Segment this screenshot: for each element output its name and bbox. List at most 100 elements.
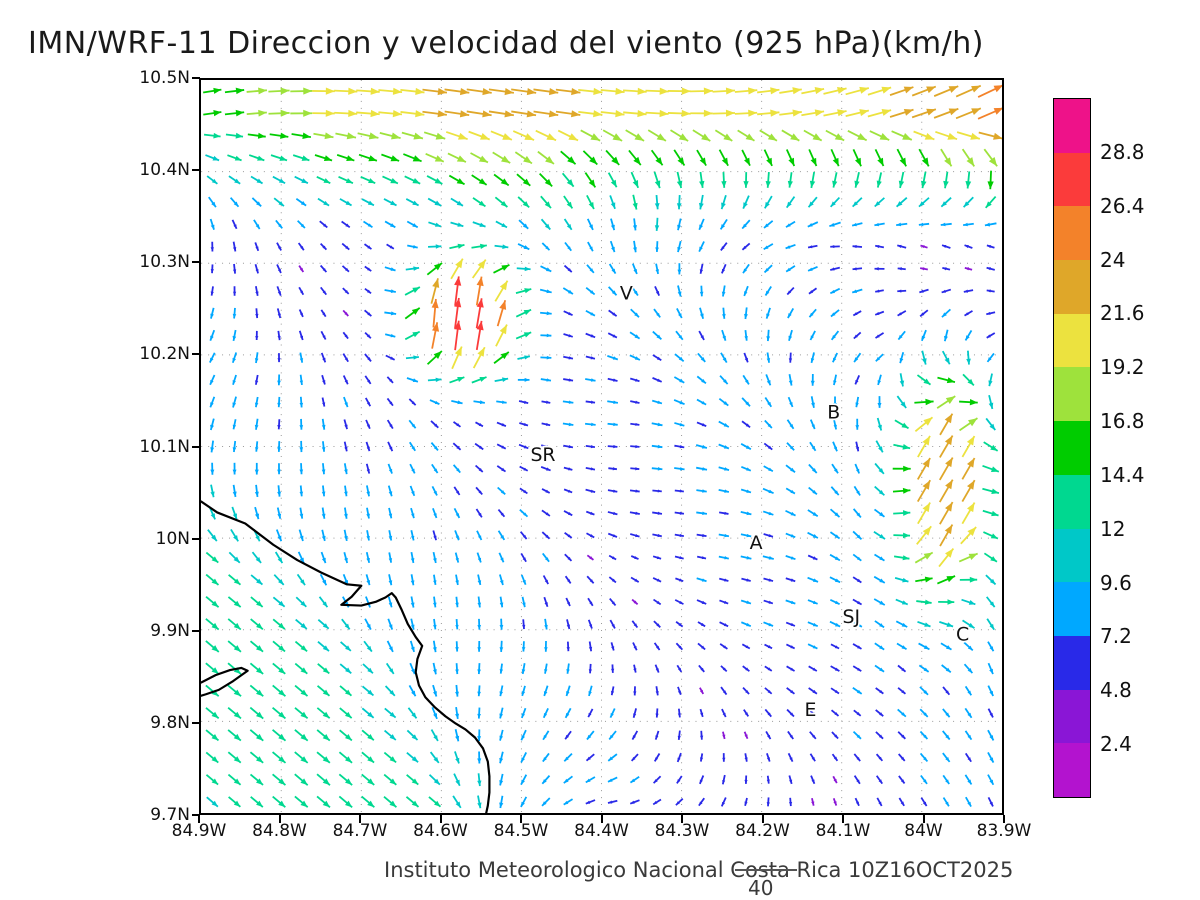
wind-arrow bbox=[719, 599, 729, 605]
wind-arrow bbox=[407, 244, 418, 249]
wind-arrow bbox=[743, 731, 749, 740]
wind-arrow bbox=[540, 265, 552, 273]
wind-arrow bbox=[363, 640, 373, 653]
wind-arrow bbox=[629, 511, 640, 515]
wind-arrow bbox=[205, 154, 220, 162]
wind-arrow bbox=[205, 751, 219, 764]
wind-arrow bbox=[386, 397, 394, 407]
wind-arrow bbox=[916, 457, 931, 480]
wind-arrow bbox=[896, 395, 907, 409]
wind-arrow bbox=[343, 529, 348, 542]
wind-arrow bbox=[829, 576, 841, 584]
wind-arrow bbox=[273, 574, 285, 586]
wind-arrow bbox=[563, 510, 573, 517]
y-axis-tick-mark bbox=[192, 445, 200, 448]
wind-arrow bbox=[541, 400, 551, 404]
wind-arrow bbox=[316, 729, 331, 742]
map-plot-area[interactable]: V V SR SR B B A A SJ SJ C C E E bbox=[199, 78, 1004, 815]
wind-arrow bbox=[272, 729, 287, 742]
wind-arrow bbox=[986, 289, 995, 293]
wind-arrow bbox=[653, 753, 661, 762]
colorbar-tick-label: 21.6 bbox=[1100, 301, 1145, 326]
wind-arrow bbox=[718, 466, 730, 472]
wind-arrow bbox=[296, 573, 306, 586]
wind-arrow bbox=[718, 149, 729, 167]
wind-arrow bbox=[388, 530, 393, 541]
wind-arrow bbox=[339, 198, 353, 207]
wind-arrow bbox=[647, 129, 667, 142]
wind-arrow bbox=[557, 129, 579, 142]
wind-arrow bbox=[786, 708, 795, 718]
wind-arrow bbox=[667, 87, 691, 95]
wind-arrow bbox=[766, 352, 771, 363]
wind-arrow bbox=[987, 170, 994, 190]
wind-arrow bbox=[495, 324, 508, 347]
wind-arrow bbox=[699, 753, 704, 762]
wind-arrow bbox=[918, 222, 930, 227]
wind-arrow bbox=[454, 530, 460, 541]
wind-arrow bbox=[401, 131, 424, 140]
wind-arrow bbox=[562, 422, 574, 427]
wind-arrow bbox=[938, 479, 954, 503]
wind-arrow bbox=[721, 329, 727, 341]
wind-arrow bbox=[320, 551, 327, 564]
wind-arrow bbox=[205, 595, 220, 608]
wind-arrow bbox=[455, 596, 459, 608]
wind-arrow bbox=[227, 729, 242, 742]
wind-arrow bbox=[807, 265, 818, 272]
wind-arrow bbox=[785, 532, 796, 539]
wind-arrow bbox=[321, 507, 326, 519]
wind-arrow bbox=[676, 752, 682, 763]
wind-arrow bbox=[386, 640, 394, 653]
wind-arrow bbox=[297, 220, 306, 229]
wind-arrow bbox=[919, 752, 929, 763]
wind-arrow bbox=[232, 307, 237, 319]
wind-arrow bbox=[313, 132, 334, 140]
wind-arrow bbox=[383, 751, 397, 764]
wind-arrow bbox=[718, 443, 730, 450]
wind-arrow bbox=[698, 218, 705, 231]
wind-arrow bbox=[692, 129, 711, 142]
wind-arrow bbox=[966, 350, 971, 365]
wind-arrow bbox=[423, 131, 446, 140]
wind-arrow bbox=[518, 443, 529, 450]
wind-arrow bbox=[544, 641, 548, 652]
wind-arrow bbox=[961, 598, 976, 606]
wind-arrow bbox=[653, 308, 661, 318]
wind-arrow bbox=[607, 753, 618, 762]
wind-arrow bbox=[942, 267, 951, 271]
wind-arrow bbox=[942, 708, 951, 718]
wind-arrow bbox=[249, 662, 264, 675]
y-axis-tick-mark bbox=[192, 169, 200, 172]
wind-arrow bbox=[696, 577, 707, 583]
wind-arrow bbox=[897, 244, 907, 249]
wind-arrow bbox=[276, 308, 282, 319]
wind-arrow bbox=[921, 329, 927, 342]
wind-arrow bbox=[623, 87, 647, 95]
wind-arrow bbox=[382, 175, 399, 185]
colorbar[interactable] bbox=[1053, 98, 1091, 798]
wind-arrow bbox=[675, 798, 684, 806]
wind-arrow bbox=[854, 375, 861, 385]
wind-arrow bbox=[675, 621, 684, 628]
wind-arrow bbox=[522, 619, 526, 630]
wind-arrow bbox=[387, 485, 393, 497]
wind-arrow bbox=[451, 399, 463, 405]
wind-arrow bbox=[915, 576, 933, 583]
wind-arrow bbox=[535, 129, 557, 142]
wind-arrow bbox=[654, 194, 660, 210]
wind-arrow bbox=[343, 419, 348, 430]
wind-arrow bbox=[962, 373, 975, 386]
wind-arrow bbox=[763, 533, 774, 538]
wind-arrow bbox=[720, 797, 727, 807]
wind-arrow bbox=[633, 664, 637, 673]
wind-arrow bbox=[408, 398, 417, 406]
wind-arrow bbox=[764, 396, 773, 408]
wind-arrow bbox=[810, 396, 815, 408]
wind-arrow bbox=[781, 129, 800, 142]
colorbar-tick-label: 9.6 bbox=[1100, 570, 1132, 595]
wind-arrow bbox=[448, 174, 465, 186]
wind-arrow bbox=[720, 665, 728, 673]
coastline bbox=[201, 500, 491, 813]
wind-arrow bbox=[431, 322, 440, 349]
